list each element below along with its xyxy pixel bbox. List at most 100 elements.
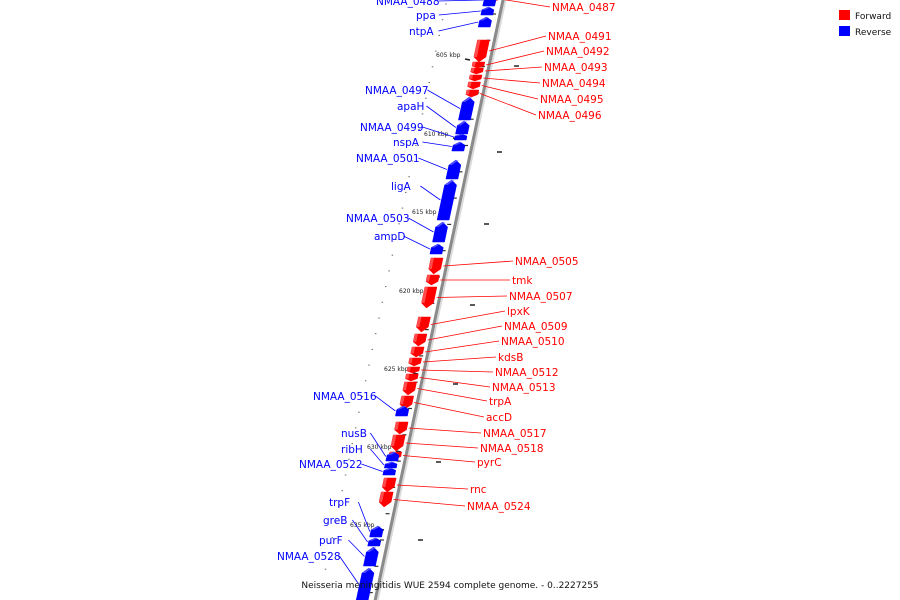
kbp-tick-label: 610 kbp — [424, 131, 449, 138]
gene-glyph-shade — [462, 97, 473, 102]
gene-glyph-nmaa-0488[interactable] — [482, 0, 497, 7]
gene-label-ribh[interactable]: ribH — [341, 444, 363, 456]
gene-glyph-shade — [428, 258, 434, 269]
gene-glyph-trpf[interactable] — [369, 525, 384, 538]
gene-glyph-shade — [382, 478, 388, 488]
kbp-tick-label: 630 kbp — [367, 444, 392, 451]
gene-glyph-shade — [444, 180, 455, 185]
backbone-shadow — [375, 0, 507, 600]
gene-label-nmaa-0522[interactable]: NMAA_0522 — [299, 459, 363, 471]
gene-label-purf[interactable]: purF — [319, 535, 343, 547]
gene-glyph-shade — [453, 142, 463, 146]
genome-caption: Neisseria meningitidis WUE 2594 complete… — [301, 581, 598, 591]
gene-glyph-shade — [431, 244, 441, 248]
gene-label-nspa[interactable]: nspA — [393, 137, 420, 149]
gene-connector — [352, 519, 368, 543]
gene-label-greb[interactable]: greB — [323, 515, 347, 527]
gene-connector — [483, 77, 541, 84]
gene-label-nmaa-0513[interactable]: NMAA_0513 — [492, 382, 556, 394]
gene-label-trpf[interactable]: trpF — [329, 497, 350, 509]
gene-glyph-nmaa-0497[interactable] — [458, 96, 475, 121]
legend-forward-swatch — [839, 10, 850, 20]
gene-label-nmaa-0487[interactable]: NMAA_0487 — [552, 2, 616, 14]
gene-glyph-shade — [387, 452, 397, 456]
gene-glyph-shade — [455, 134, 465, 137]
gene-glyph-shade — [362, 568, 372, 573]
gene-label-kdsb[interactable]: kdsB — [498, 352, 523, 364]
gene-connector — [402, 455, 476, 463]
gene-label-nmaa-0493[interactable]: NMAA_0493 — [544, 62, 608, 74]
gene-glyph-shade — [366, 547, 377, 552]
gene-connector — [396, 484, 469, 490]
gene-label-nmaa-0499[interactable]: NMAA_0499 — [360, 122, 424, 134]
gene-label-nmaa-0528[interactable]: NMAA_0528 — [277, 551, 341, 563]
gene-label-tmk[interactable]: tmk — [512, 275, 533, 287]
gene-connector — [419, 377, 491, 388]
gene-connector — [486, 50, 545, 66]
gene-label-nmaa-0488[interactable]: NMAA_0488 — [376, 0, 440, 8]
gene-connector — [427, 89, 461, 109]
gene-glyph-shade — [472, 62, 476, 66]
gene-label-liga[interactable]: ligA — [391, 181, 411, 193]
gene-connector — [503, 0, 551, 8]
gene-label-nmaa-0518[interactable]: NMAA_0518 — [480, 443, 544, 455]
gene-label-nmaa-0505[interactable]: NMAA_0505 — [515, 256, 579, 268]
gene-label-ampd[interactable]: ampD — [374, 231, 405, 243]
tick-layer: 605 kbp 610 kbp 615 kbp 620 kbp 625 kbp 630 k… — [321, 3, 519, 594]
gene-label-nmaa-0503[interactable]: NMAA_0503 — [346, 213, 410, 225]
gene-label-nmaa-0512[interactable]: NMAA_0512 — [495, 367, 559, 379]
gene-label-nmaa-0509[interactable]: NMAA_0509 — [504, 321, 568, 333]
gene-glyph-liga[interactable] — [436, 179, 457, 221]
gene-glyph-shade — [481, 7, 492, 10]
gene-connector — [443, 260, 514, 267]
gene-label-ntpa[interactable]: ntpA — [409, 26, 434, 38]
gene-label-trpa[interactable]: trpA — [489, 396, 512, 408]
gene-label-nmaa-0507[interactable]: NMAA_0507 — [509, 291, 573, 303]
gene-glyph-shade — [416, 317, 422, 327]
gene-connector — [436, 295, 508, 298]
gene-connector — [427, 325, 503, 341]
gene-connector — [370, 432, 387, 457]
gene-label-nmaa-0516[interactable]: NMAA_0516 — [313, 391, 377, 403]
gene-label-nmaa-0497[interactable]: NMAA_0497 — [365, 85, 429, 97]
gene-glyph-shade — [469, 75, 473, 79]
gene-label-ppa[interactable]: ppa — [416, 10, 436, 22]
gene-label-nmaa-0495[interactable]: NMAA_0495 — [540, 94, 604, 106]
gene-glyph-shade — [473, 40, 481, 57]
gene-glyph-shade — [379, 492, 385, 502]
kbp-tick-label: 625 kbp — [384, 366, 409, 373]
gene-label-nmaa-0524[interactable]: NMAA_0524 — [467, 501, 531, 513]
gene-glyph-shade — [385, 462, 395, 465]
kbp-tick-label: 615 kbp — [412, 209, 437, 216]
gene-label-nmaa-0492[interactable]: NMAA_0492 — [546, 46, 610, 58]
gene-label-accd[interactable]: accD — [486, 412, 512, 424]
gene-connector — [418, 157, 448, 170]
gene-glyph-shade — [470, 68, 475, 72]
gene-connector — [420, 185, 441, 201]
gene-connector — [414, 402, 485, 418]
gene-label-apah[interactable]: apaH — [397, 101, 424, 113]
gene-connector — [484, 66, 543, 72]
gene-connector — [417, 388, 488, 402]
gene-label-nmaa-0517[interactable]: NMAA_0517 — [483, 428, 547, 440]
gene-label-rnc[interactable]: rnc — [470, 484, 487, 496]
gene-label-nusb[interactable]: nusB — [341, 428, 367, 440]
gene-label-pyrc[interactable]: pyrC — [477, 457, 502, 469]
gene-glyph-shade — [465, 90, 470, 95]
legend-forward-label: Forward — [855, 12, 891, 22]
gene-glyph-shade — [368, 538, 379, 541]
gene-label-nmaa-0491[interactable]: NMAA_0491 — [548, 31, 612, 43]
gene-glyph-shade — [396, 406, 407, 410]
gene-label-lpxk[interactable]: lpxK — [507, 306, 531, 318]
gene-label-nmaa-0496[interactable]: NMAA_0496 — [538, 110, 602, 122]
gene-glyph-shade — [426, 275, 431, 282]
gene-label-nmaa-0494[interactable]: NMAA_0494 — [542, 78, 606, 90]
major-tick-mark — [464, 58, 471, 61]
gene-connector — [438, 21, 479, 32]
gene-layer — [355, 0, 499, 600]
gene-label-nmaa-0510[interactable]: NMAA_0510 — [501, 336, 565, 348]
kbp-tick-label: 605 kbp — [436, 52, 461, 59]
gene-label-nmaa-0501[interactable]: NMAA_0501 — [356, 153, 420, 165]
gene-connector — [421, 369, 494, 373]
